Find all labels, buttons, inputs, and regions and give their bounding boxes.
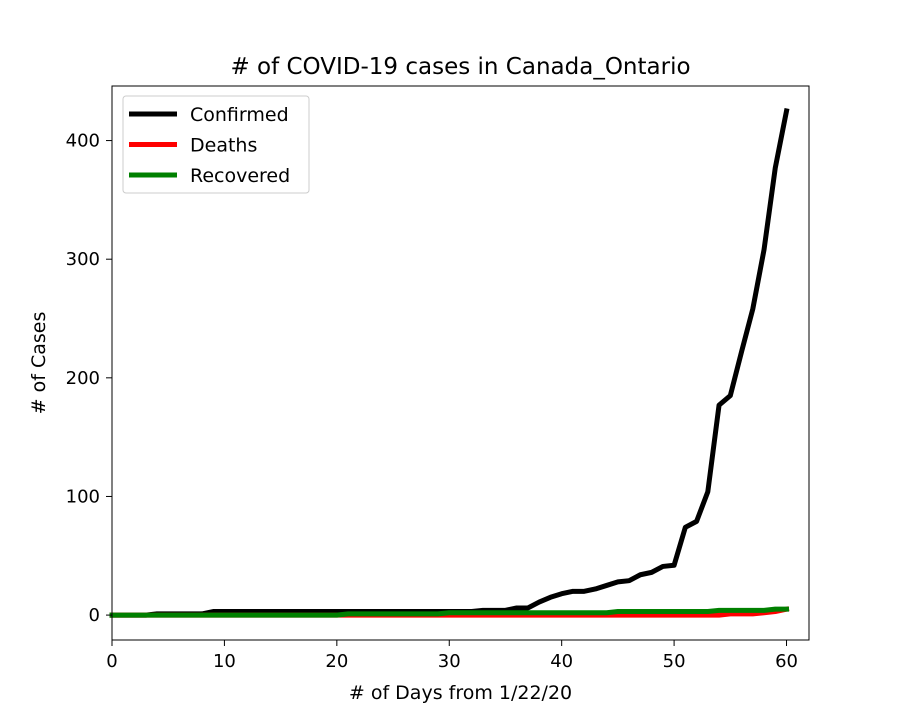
legend: Confirmed Deaths Recovered (122, 95, 310, 194)
y-tick-label: 200 (66, 368, 100, 389)
legend-box (122, 95, 310, 194)
series-line-recovered (109, 606, 790, 618)
y-tick-label: 300 (66, 249, 100, 270)
x-tick-label: 60 (775, 651, 798, 672)
chart-title: # of COVID-19 cases in Canada_Ontario (230, 54, 690, 80)
y-tick-label: 400 (66, 131, 100, 152)
plot-lines (109, 107, 790, 618)
y-tick-label: 100 (66, 486, 100, 507)
x-tick-label: 10 (213, 651, 236, 672)
x-tick-label: 0 (106, 651, 117, 672)
legend-label-deaths: Deaths (190, 135, 257, 157)
x-tick-label: 40 (550, 651, 573, 672)
legend-label-confirmed: Confirmed (190, 104, 289, 126)
y-tick-label: 0 (89, 605, 100, 626)
y-axis-label: # of Cases (28, 312, 50, 415)
x-tick-label: 30 (438, 651, 461, 672)
y-ticks: 0 100 200 300 400 (66, 131, 112, 626)
x-tick-label: 50 (663, 651, 686, 672)
x-axis-label: # of Days from 1/22/20 (349, 682, 572, 704)
legend-label-recovered: Recovered (190, 165, 290, 187)
x-ticks: 0 10 20 30 40 50 60 (106, 640, 798, 672)
axes-frame (111, 85, 810, 641)
x-tick-label: 20 (325, 651, 348, 672)
